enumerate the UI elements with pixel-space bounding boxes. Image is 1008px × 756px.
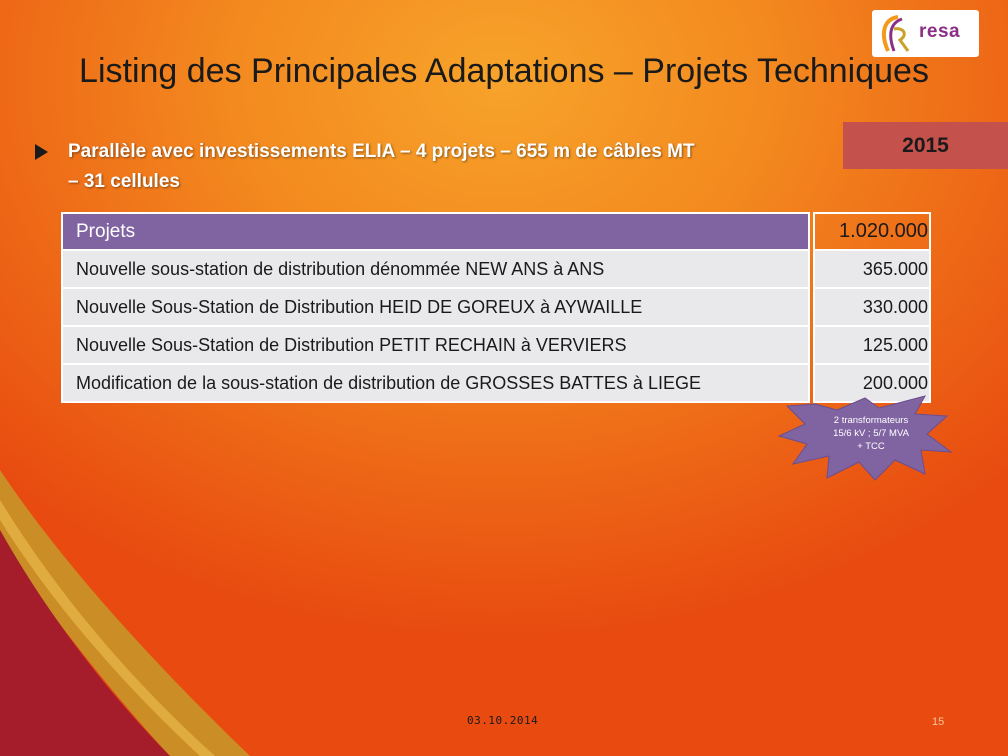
bullet-line-2: – 31 cellules [68, 171, 180, 192]
header-projects-label: Projets [61, 212, 810, 251]
header-total-amount: 1.020.000 [813, 212, 931, 251]
project-label: Nouvelle sous-station de distribution dé… [61, 249, 810, 289]
year-badge: 2015 [843, 122, 1008, 169]
project-amount: 330.000 [813, 287, 931, 327]
footer-date: 03.10.2014 [467, 714, 539, 727]
table-row: Modification de la sous-station de distr… [61, 363, 931, 403]
table-row: Nouvelle Sous-Station de Distribution PE… [61, 325, 931, 365]
callout-text: 2 transformateurs 15/6 kV ; 5/7 MVA + TC… [810, 414, 932, 453]
callout-burst-shape [777, 395, 953, 481]
table-row: Nouvelle sous-station de distribution dé… [61, 249, 931, 289]
project-amount: 200.000 [813, 363, 931, 403]
resa-logo-icon [881, 15, 910, 52]
bullet-line-1: Parallèle avec investissements ELIA – 4 … [68, 141, 695, 162]
resa-logo: resa [872, 10, 979, 57]
callout-line-1: 2 transformateurs [833, 415, 909, 426]
project-label: Modification de la sous-station de distr… [61, 363, 810, 403]
table-header-row: Projets 1.020.000 [61, 212, 931, 251]
page-number: 15 [932, 716, 945, 728]
table-row: Nouvelle Sous-Station de Distribution HE… [61, 287, 931, 327]
project-label: Nouvelle Sous-Station de Distribution HE… [61, 287, 810, 327]
callout-line-3: + TCC [857, 441, 885, 452]
slide-title: Listing des Principales Adaptations – Pr… [79, 52, 929, 90]
project-label: Nouvelle Sous-Station de Distribution PE… [61, 325, 810, 365]
project-amount: 365.000 [813, 249, 931, 289]
logo-text: resa [919, 21, 961, 42]
projects-table: Projets 1.020.000 Nouvelle sous-station … [61, 212, 931, 403]
callout-line-2: 15/6 kV ; 5/7 MVA [833, 428, 909, 439]
project-amount: 125.000 [813, 325, 931, 365]
arrow-bullet-icon [35, 144, 48, 160]
